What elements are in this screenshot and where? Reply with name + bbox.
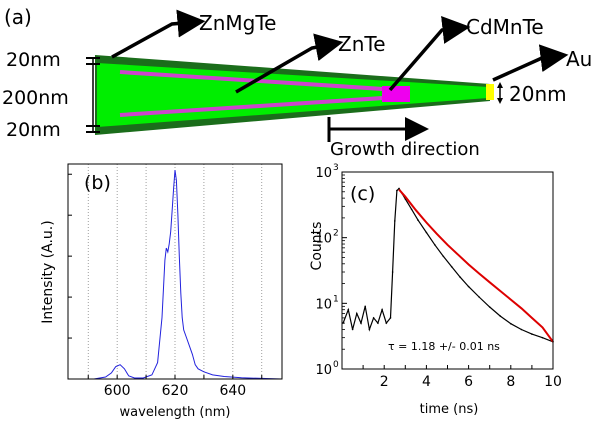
panel-c-data-point xyxy=(347,308,350,311)
panel-c-data-point xyxy=(396,189,398,192)
znmgte-label: ZnMgTe xyxy=(199,11,276,35)
panel-c-y-tick-label: 10 xyxy=(315,166,332,181)
panel-b-label: (b) xyxy=(84,172,111,194)
panel-b-x-tick-label: 640 xyxy=(219,383,246,399)
panel-c-data-point xyxy=(391,271,394,273)
panel-c-data-point xyxy=(377,322,379,324)
thickness-core-label: 200nm xyxy=(2,87,69,109)
znte-arrow xyxy=(235,33,344,94)
panel-c-data-point xyxy=(356,312,358,315)
panel-c-data-point xyxy=(364,305,367,308)
panel-c-data-point xyxy=(381,308,383,311)
panel-c-x-tick-label: 10 xyxy=(544,374,562,390)
panel-c-data-point xyxy=(499,315,502,317)
panel-c-data-point xyxy=(531,333,533,335)
tip-size-label: 20nm xyxy=(509,82,567,106)
growth-direction-label: Growth direction xyxy=(330,139,480,160)
panel-b: (b) 600 620 640 wavelength (nm) Intensity … xyxy=(40,163,283,420)
panel-c-data-point xyxy=(368,328,371,331)
panel-c-y-tick-label: 10 xyxy=(315,363,332,378)
thickness-top-label: 20nm xyxy=(6,49,61,71)
panel-c-data-point xyxy=(394,220,396,222)
panel-c-y-tick-label: 10 xyxy=(315,297,332,312)
panel-c-data-point xyxy=(510,322,512,325)
panel-c-x-tick-label: 2 xyxy=(380,374,389,390)
panel-c-data-point xyxy=(459,276,462,279)
panel-b-x-tick-label: 620 xyxy=(162,383,189,399)
panel-c-label: (c) xyxy=(350,183,375,205)
panel-c-data-point xyxy=(372,317,375,319)
panel-c-data-line xyxy=(342,187,554,343)
panel-c-data-point xyxy=(385,322,388,324)
panel-b-xlabel: wavelength (nm) xyxy=(120,405,231,420)
znmgte-arrow xyxy=(111,9,206,59)
au-arrow xyxy=(492,44,569,82)
panel-c-data-point xyxy=(450,266,453,268)
panel-b-gridlines xyxy=(87,164,263,379)
panel-c-data-point xyxy=(398,187,400,190)
znte-label: ZnTe xyxy=(338,32,386,56)
panel-a: (a) 20nm 200nm 20nm ZnMgTe ZnTe CdMnTe A… xyxy=(2,5,592,160)
cdmnte-label: CdMnTe xyxy=(466,15,544,39)
panel-c-y-tick-exponent: 2 xyxy=(333,229,339,239)
panel-c-y-tick-exponent: 1 xyxy=(333,294,339,304)
panel-c-ylabel: Counts xyxy=(309,222,325,271)
tip-size-arrowhead-up xyxy=(497,82,503,88)
panel-c-y-tick-label: 10 xyxy=(315,232,332,247)
au-tip xyxy=(486,84,494,100)
panel-c-data-point xyxy=(478,296,480,298)
panel-c-data-point xyxy=(389,317,392,319)
panel-c-y-tick-exponent: 3 xyxy=(333,163,339,173)
cdmnte-line-top xyxy=(119,70,384,91)
au-label: Au xyxy=(566,47,592,71)
thickness-bottom-label: 20nm xyxy=(6,119,61,141)
panel-c-data-point xyxy=(434,244,436,246)
panel-b-axes-frame xyxy=(67,163,283,380)
panel-c-x-tick-label: 4 xyxy=(422,374,431,390)
panel-c-annotation: τ = 1.18 +/- 0.01 ns xyxy=(388,340,500,353)
panel-c-x-tick-label: 8 xyxy=(506,374,515,390)
panel-c-data-point xyxy=(467,285,470,288)
panel-c-data-point xyxy=(410,208,413,211)
panel-b-spectrum-line xyxy=(68,170,283,380)
cdmnte-line-bottom xyxy=(119,96,384,117)
panel-c-fit-line xyxy=(398,188,554,343)
panel-c-data-point xyxy=(425,231,428,234)
panel-c-data-point xyxy=(488,306,491,308)
panel-c-data-point xyxy=(520,328,523,331)
cdmnte-arrow xyxy=(388,16,471,92)
panel-a-label: (a) xyxy=(4,5,32,29)
panel-c-data-trace xyxy=(342,187,554,343)
panel-b-x-tick-label: 600 xyxy=(104,383,131,399)
panel-c-data-point xyxy=(442,255,445,258)
panel-c-x-tick-label: 6 xyxy=(464,374,473,390)
panel-c-x-ticks: 2 4 6 8 10 xyxy=(362,365,562,390)
panel-c-data-point xyxy=(351,328,354,331)
panel-c-data-point xyxy=(541,336,544,339)
cdmnte-dot xyxy=(382,86,410,102)
panel-b-x-ticks: 600 620 640 xyxy=(87,375,263,399)
tip-size-arrowhead-down xyxy=(497,98,503,104)
panel-c-y-tick-exponent: 0 xyxy=(333,360,339,370)
panel-c-data-point xyxy=(360,322,362,324)
panel-c-data-point xyxy=(417,219,419,221)
panel-b-y-ticks xyxy=(68,173,72,339)
panel-b-ylabel: Intensity (A.u.) xyxy=(40,220,56,323)
panel-c-xlabel: time (ns) xyxy=(420,402,479,417)
